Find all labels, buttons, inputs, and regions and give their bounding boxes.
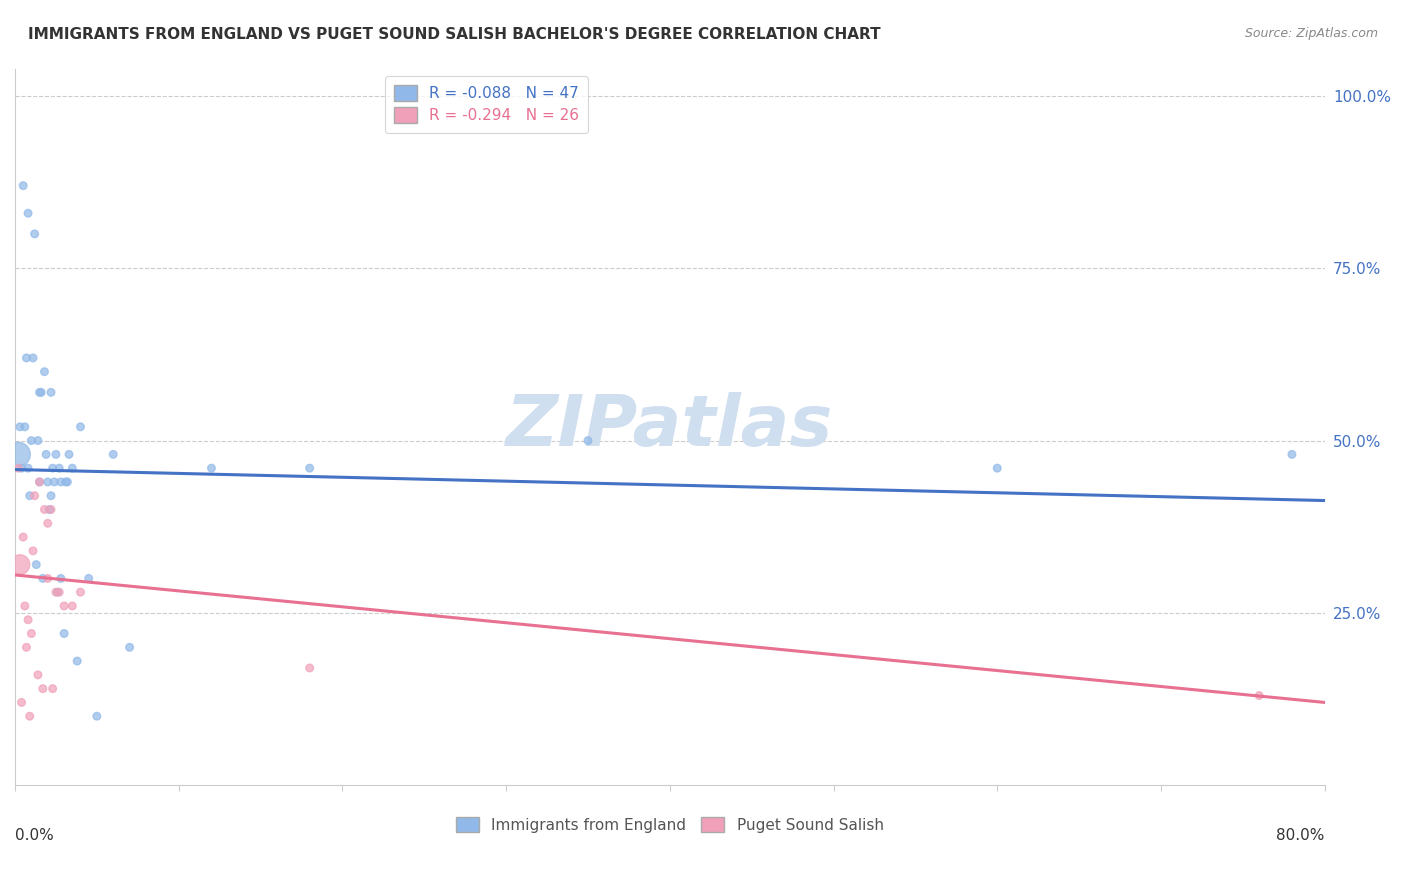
Point — [10, 461, 32, 475]
Point — [48, 585, 70, 599]
Point — [39, 385, 62, 400]
Point — [298, 461, 321, 475]
Point — [56, 475, 79, 489]
Point — [31, 571, 53, 585]
Point — [24, 489, 46, 503]
Point — [1249, 689, 1271, 703]
Point — [15, 351, 38, 365]
Point — [21, 544, 44, 558]
Point — [35, 447, 58, 461]
Point — [20, 626, 42, 640]
Point — [39, 489, 62, 503]
Point — [60, 461, 83, 475]
Point — [34, 502, 56, 516]
Point — [28, 475, 51, 489]
Point — [31, 681, 53, 696]
Point — [14, 419, 37, 434]
Point — [17, 613, 39, 627]
Point — [576, 434, 599, 448]
Point — [77, 571, 100, 585]
Point — [17, 206, 39, 220]
Text: 0.0%: 0.0% — [15, 828, 53, 843]
Point — [28, 385, 51, 400]
Point — [118, 640, 141, 655]
Point — [45, 447, 67, 461]
Point — [53, 626, 76, 640]
Point — [58, 447, 80, 461]
Point — [37, 516, 59, 531]
Point — [49, 571, 72, 585]
Text: 80.0%: 80.0% — [1277, 828, 1324, 843]
Point — [41, 461, 63, 475]
Point — [15, 640, 38, 655]
Point — [28, 475, 51, 489]
Legend: Immigrants from England, Puget Sound Salish: Immigrants from England, Puget Sound Sal… — [447, 807, 893, 842]
Point — [37, 571, 59, 585]
Point — [25, 558, 48, 572]
Point — [8, 558, 31, 572]
Point — [60, 599, 83, 613]
Point — [20, 434, 42, 448]
Point — [49, 475, 72, 489]
Text: IMMIGRANTS FROM ENGLAND VS PUGET SOUND SALISH BACHELOR'S DEGREE CORRELATION CHAR: IMMIGRANTS FROM ENGLAND VS PUGET SOUND S… — [28, 27, 880, 42]
Point — [34, 365, 56, 379]
Point — [8, 419, 31, 434]
Point — [38, 502, 60, 516]
Point — [30, 385, 52, 400]
Point — [86, 709, 108, 723]
Point — [55, 475, 77, 489]
Point — [18, 489, 41, 503]
Point — [37, 475, 59, 489]
Point — [27, 434, 49, 448]
Point — [66, 654, 89, 668]
Point — [11, 530, 34, 544]
Point — [11, 178, 34, 193]
Text: ZIPatlas: ZIPatlas — [506, 392, 834, 461]
Point — [298, 661, 321, 675]
Point — [48, 461, 70, 475]
Point — [7, 447, 30, 461]
Point — [24, 227, 46, 241]
Point — [45, 585, 67, 599]
Point — [1281, 447, 1303, 461]
Point — [69, 419, 91, 434]
Point — [21, 351, 44, 365]
Point — [18, 709, 41, 723]
Point — [41, 681, 63, 696]
Point — [46, 585, 69, 599]
Text: Source: ZipAtlas.com: Source: ZipAtlas.com — [1244, 27, 1378, 40]
Point — [53, 599, 76, 613]
Point — [27, 668, 49, 682]
Point — [39, 502, 62, 516]
Point — [200, 461, 222, 475]
Point — [44, 475, 66, 489]
Point — [10, 695, 32, 709]
Point — [17, 461, 39, 475]
Point — [69, 585, 91, 599]
Point — [14, 599, 37, 613]
Point — [103, 447, 125, 461]
Point — [7, 461, 30, 475]
Point — [986, 461, 1008, 475]
